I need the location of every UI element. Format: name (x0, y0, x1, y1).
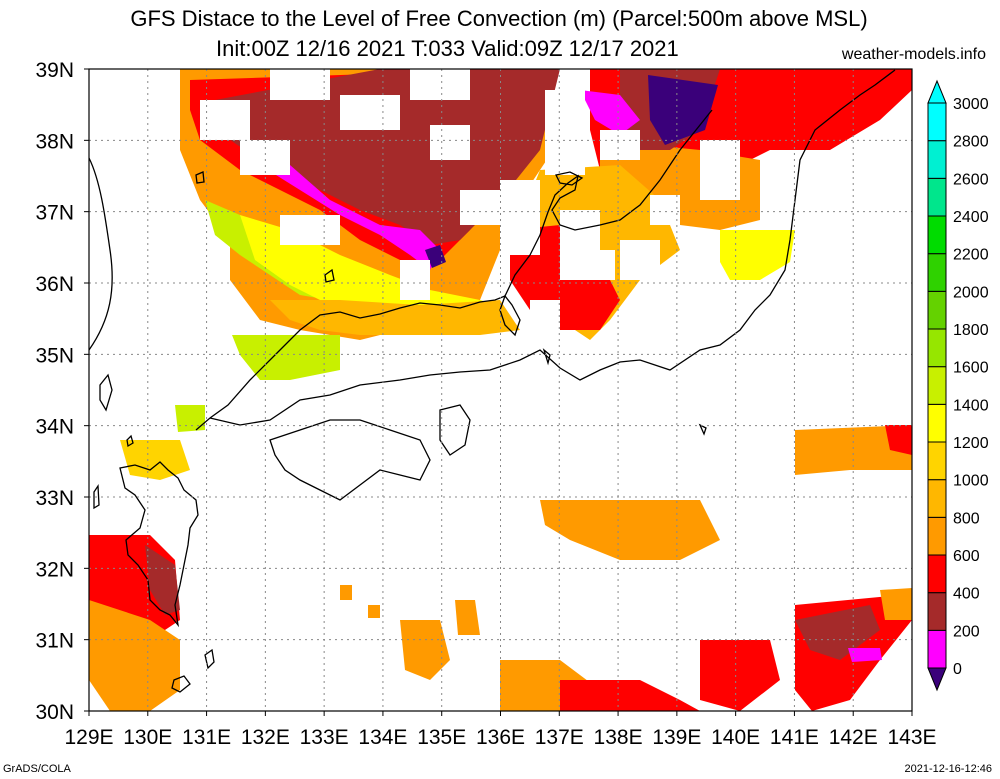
colorbar-swatch (927, 102, 947, 142)
colorbar-label: 2000 (953, 284, 989, 301)
colorbar-swatch (927, 366, 947, 405)
colorbar-label: 1400 (953, 397, 989, 414)
lat-tick-label: 35N (35, 344, 74, 367)
lon-tick-label: 133E (300, 726, 349, 749)
colorbar-label: 2800 (953, 134, 989, 151)
lon-tick-label: 134E (358, 726, 407, 749)
colorbar-label: 0 (953, 661, 962, 678)
colorbar-swatch (927, 79, 947, 104)
lon-tick-label: 140E (711, 726, 760, 749)
colorbar-label: 200 (953, 623, 980, 640)
lat-tick-label: 33N (35, 487, 74, 510)
colorbar-swatch (927, 629, 947, 669)
colorbar-swatch (927, 140, 947, 179)
lat-tick-label: 32N (35, 558, 74, 581)
lon-tick-label: 130E (123, 726, 172, 749)
colorbar-label: 400 (953, 586, 980, 603)
lfc-fill-layer (89, 69, 912, 711)
lat-tick-label: 37N (35, 202, 74, 225)
lat-tick-label: 34N (35, 416, 74, 439)
chart-subtitle: Init:00Z 12/16 2021 T:033 Valid:09Z 12/1… (216, 36, 679, 61)
colorbar-label: 1200 (953, 435, 989, 452)
colorbar-swatch (927, 441, 947, 481)
lon-tick-label: 129E (64, 726, 113, 749)
colorbar-swatch (927, 253, 947, 292)
chart-title: GFS Distace to the Level of Free Convect… (130, 6, 868, 31)
lat-tick-label: 38N (35, 130, 74, 153)
site-label: weather-models.info (841, 46, 986, 63)
lon-tick-label: 132E (241, 726, 290, 749)
colorbar: 0 200 400 600 800 1000 1200 1400 1600 1800 2000 220… (927, 79, 989, 692)
colorbar-swatch (927, 215, 947, 255)
footer-left: GrADS/COLA (3, 763, 71, 775)
colorbar-label: 800 (953, 510, 980, 527)
colorbar-label: 1000 (953, 473, 989, 490)
colorbar-swatch (927, 177, 947, 217)
colorbar-swatch (927, 328, 947, 368)
lon-tick-label: 142E (829, 726, 878, 749)
axis-labels: 129E 130E 131E 132E 133E 134E 135E 136E 137E 138E… (35, 59, 936, 749)
footer-timestamp: 2021-12-16-12:46 (904, 763, 992, 775)
lon-tick-label: 131E (182, 726, 231, 749)
colorbar-swatch (927, 592, 947, 631)
colorbar-label: 1600 (953, 360, 989, 377)
lon-tick-label: 136E (476, 726, 525, 749)
colorbar-label: 2200 (953, 247, 989, 264)
colorbar-label: 2600 (953, 171, 989, 188)
lat-tick-label: 31N (35, 630, 74, 653)
lon-tick-label: 139E (652, 726, 701, 749)
lon-tick-label: 141E (770, 726, 819, 749)
lat-tick-label: 30N (35, 701, 74, 724)
lat-tick-label: 36N (35, 273, 74, 296)
colorbar-swatch (927, 290, 947, 330)
lon-tick-label: 137E (535, 726, 584, 749)
colorbar-swatch (927, 403, 947, 443)
lat-tick-label: 39N (35, 59, 74, 82)
colorbar-label: 600 (953, 548, 980, 565)
colorbar-swatch (927, 667, 947, 692)
colorbar-label: 1800 (953, 322, 989, 339)
lon-tick-label: 138E (594, 726, 643, 749)
colorbar-swatch (927, 479, 947, 518)
colorbar-swatch (927, 554, 947, 594)
colorbar-swatch (927, 516, 947, 556)
lon-tick-label: 143E (887, 726, 936, 749)
colorbar-label: 2400 (953, 209, 989, 226)
colorbar-label: 3000 (953, 96, 989, 113)
grid-lines (89, 69, 912, 711)
lon-tick-label: 135E (417, 726, 466, 749)
